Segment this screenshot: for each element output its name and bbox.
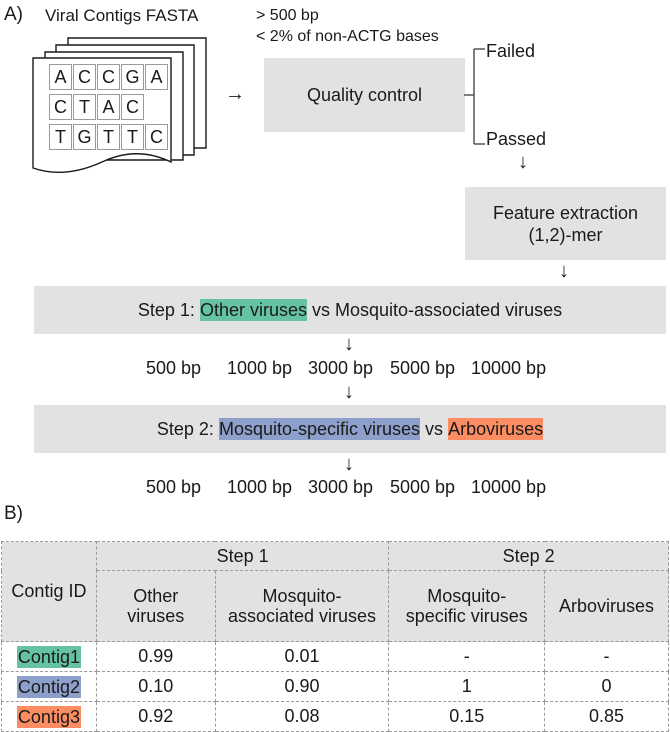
fasta-base-cell: G	[121, 64, 144, 90]
arrow-down-icon: ↓	[344, 333, 354, 355]
qc-criteria-length: > 500 bp	[256, 7, 319, 24]
fasta-base-cell: C	[121, 94, 144, 120]
mosquito-associated-cell: 0.08	[214, 701, 390, 732]
step2-vs: vs	[425, 419, 444, 439]
length-label: 3000 bp	[308, 358, 374, 378]
step2-arboviruses: Arboviruses	[448, 418, 544, 440]
qc-branch-bracket	[464, 48, 485, 145]
step2-box: Step 2: Mosquito-specific viruses vs Arb…	[34, 405, 666, 453]
feature-extraction-box: Feature extraction (1,2)-mer	[465, 187, 666, 260]
fasta-base-cell: T	[121, 124, 144, 150]
step1-vs: vs	[312, 300, 330, 320]
step2-mosquito-specific: Mosquito-specific viruses	[218, 418, 421, 440]
mosquito-associated-header: Mosquito-associated viruses	[214, 570, 390, 642]
other-viruses-header: Other viruses	[95, 570, 216, 642]
arboviruses-cell: 0	[544, 671, 669, 702]
fasta-base-cell: T	[49, 124, 72, 150]
fasta-title: Viral Contigs FASTA	[45, 6, 199, 25]
feature-kmer-label: (1,2)-mer	[528, 224, 603, 245]
mosquito-specific-header: Mosquito-specific viruses	[388, 570, 546, 642]
other-viruses-cell: 0.92	[95, 701, 216, 732]
length-label: 500 bp	[146, 358, 202, 378]
contig-id-cell: Contig1	[1, 641, 97, 672]
mosquito-specific-cell: 1	[388, 671, 546, 702]
arrow-down-icon: ↓	[344, 381, 354, 403]
fasta-base-cell: C	[73, 64, 96, 90]
fasta-base-cell: C	[145, 124, 168, 150]
fasta-base-cell: T	[73, 94, 96, 120]
arrow-right-icon: →	[225, 83, 245, 105]
header-line: Mosquito-	[262, 586, 342, 606]
quality-control-label: Quality control	[306, 85, 423, 105]
length-label: 5000 bp	[390, 358, 456, 378]
mosquito-specific-cell: 0.15	[388, 701, 546, 732]
length-label: 1000 bp	[227, 358, 293, 378]
step1-header: Step 1	[95, 541, 390, 571]
feature-extraction-label: Feature extraction	[492, 202, 639, 223]
length-label: 1000 bp	[227, 477, 293, 497]
mosquito-specific-cell: -	[388, 641, 546, 672]
arboviruses-header: Arboviruses	[544, 570, 669, 642]
header-line: Other	[133, 586, 179, 606]
table-row: Contig2 0.10 0.90 1 0	[1, 671, 669, 702]
other-viruses-cell: 0.99	[95, 641, 216, 672]
step1-box: Step 1: Other viruses vs Mosquito-associ…	[34, 286, 666, 334]
header-line: Mosquito-	[427, 586, 507, 606]
table-subheader-row: Other viruses Mosquito-associated viruses…	[2, 570, 669, 642]
step1-other-viruses: Other viruses	[199, 299, 307, 321]
table-header-row: Contig ID Step 1 Step 2	[1, 541, 669, 642]
table-row: Contig1 0.99 0.01 - -	[1, 641, 669, 672]
step2-prefix: Step 2:	[156, 419, 214, 439]
length-label: 5000 bp	[390, 477, 456, 497]
mosquito-associated-cell: 0.01	[214, 641, 390, 672]
contig-id: Contig2	[16, 675, 81, 698]
contig-id-cell: Contig2	[1, 671, 97, 702]
header-line: associated viruses	[227, 606, 377, 626]
step2-header: Step 2	[388, 541, 669, 571]
length-label: 10000 bp	[471, 477, 547, 497]
table-row: Contig3 0.92 0.08 0.15 0.85	[1, 701, 669, 732]
quality-control-box: Quality control	[264, 58, 465, 132]
length-label: 3000 bp	[308, 477, 374, 497]
arboviruses-cell: -	[544, 641, 669, 672]
arboviruses-cell: 0.85	[544, 701, 669, 732]
fasta-base-cell: A	[97, 94, 120, 120]
contig-id: Contig1	[16, 645, 81, 668]
panel-a-label: A)	[4, 4, 23, 25]
fasta-base-cell: G	[73, 124, 96, 150]
panel-b-label: B)	[4, 503, 23, 524]
fasta-base-cell: C	[49, 94, 72, 120]
header-line: specific viruses	[405, 606, 528, 626]
arrow-down-icon: ↓	[344, 453, 354, 475]
mosquito-associated-cell: 0.90	[214, 671, 390, 702]
length-label: 10000 bp	[471, 358, 547, 378]
qc-criteria-bases: < 2% of non-ACTG bases	[256, 28, 439, 45]
contig-id: Contig3	[16, 705, 81, 728]
fasta-base-cell: A	[145, 64, 168, 90]
fasta-base-cell: T	[97, 124, 120, 150]
length-label: 500 bp	[146, 477, 202, 497]
fasta-base-cell: C	[97, 64, 120, 90]
other-viruses-cell: 0.10	[95, 671, 216, 702]
step1-mosquito-associated: Mosquito-associated viruses	[335, 300, 563, 320]
header-line: viruses	[127, 606, 185, 626]
fasta-base-cell: A	[49, 64, 72, 90]
step1-prefix: Step 1:	[137, 300, 195, 320]
contig-id-cell: Contig3	[1, 701, 97, 732]
contig-id-header: Contig ID	[1, 541, 97, 642]
arrow-down-icon: ↓	[518, 151, 528, 173]
qc-failed-label: Failed	[486, 41, 536, 61]
arrow-down-icon: ↓	[559, 260, 569, 282]
qc-passed-label: Passed	[486, 129, 547, 149]
results-table: Contig ID Step 1 Step 2 Other viruses Mos…	[1, 541, 669, 732]
